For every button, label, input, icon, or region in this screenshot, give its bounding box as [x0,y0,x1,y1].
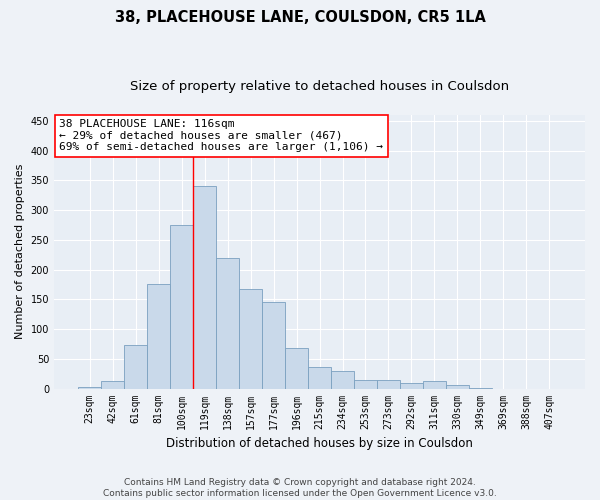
Bar [446,385,469,388]
Text: Contains HM Land Registry data © Crown copyright and database right 2024.
Contai: Contains HM Land Registry data © Crown c… [103,478,497,498]
Bar [147,284,170,389]
Bar [170,225,193,388]
Bar [193,186,216,388]
Bar [423,381,446,388]
Title: Size of property relative to detached houses in Coulsdon: Size of property relative to detached ho… [130,80,509,93]
Y-axis label: Number of detached properties: Number of detached properties [15,164,25,340]
Bar [124,345,147,389]
Bar [285,348,308,389]
Text: 38 PLACEHOUSE LANE: 116sqm
← 29% of detached houses are smaller (467)
69% of sem: 38 PLACEHOUSE LANE: 116sqm ← 29% of deta… [59,119,383,152]
Bar [400,382,423,388]
Bar [216,258,239,388]
Text: 38, PLACEHOUSE LANE, COULSDON, CR5 1LA: 38, PLACEHOUSE LANE, COULSDON, CR5 1LA [115,10,485,25]
Bar [308,366,331,388]
Bar [331,370,354,388]
Bar [377,380,400,388]
Bar [262,302,285,388]
Bar [101,382,124,388]
Bar [354,380,377,388]
X-axis label: Distribution of detached houses by size in Coulsdon: Distribution of detached houses by size … [166,437,473,450]
Bar [239,289,262,388]
